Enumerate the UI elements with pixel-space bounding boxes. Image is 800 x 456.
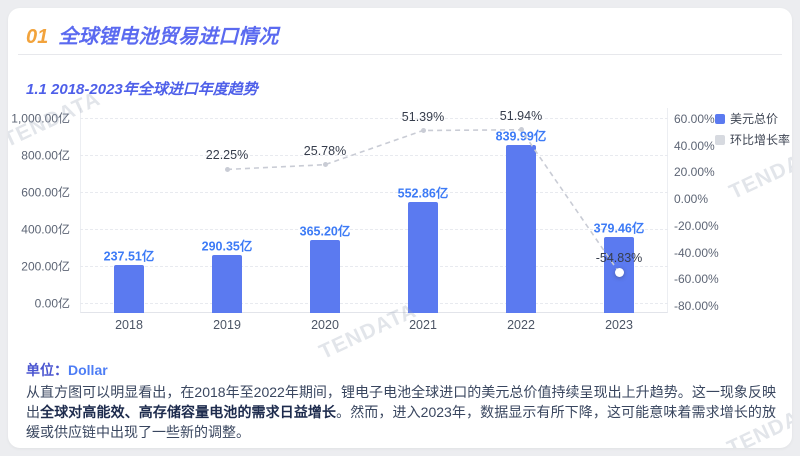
unit-line: 单位：Dollar — [26, 360, 108, 380]
x-axis-label-2021: 2021 — [409, 318, 437, 332]
x-axis-label-2018: 2018 — [115, 318, 143, 332]
gridline — [80, 118, 668, 119]
legend-item-growth-rate[interactable]: 环比增长率 — [714, 131, 790, 148]
y-axis-tick-label: 600.00亿 — [21, 185, 70, 200]
chart-subtitle: 1.1 2018-2023年全球进口年度趋势 — [26, 81, 258, 98]
growth-point-2023 — [614, 267, 624, 277]
paragraph-bold: 全球对高能效、高存储容量电池的需求日益增长 — [40, 404, 337, 420]
bar-2018 — [114, 265, 144, 313]
growth-value-label: 51.94% — [499, 108, 543, 123]
legend-label: 美元总价 — [729, 112, 778, 126]
legend-item-usd-total[interactable]: 美元总价 — [714, 110, 790, 127]
bar-value-label: 237.51亿 — [103, 249, 155, 264]
y-axis-tick-label: 1,000.00亿 — [11, 111, 70, 126]
legend-swatch — [714, 113, 725, 124]
secondary-axis-tick-label: -80.00% — [674, 298, 719, 313]
import-trend-chart: 美元总价环比增长率 1,000.00亿 800.00亿 600.00亿 400.00亿… — [8, 8, 792, 348]
bar-value-label: 365.20亿 — [299, 224, 351, 239]
bar-2020 — [310, 239, 340, 313]
legend-label: 环比增长率 — [729, 133, 790, 147]
bar-value-label: 379.46亿 — [593, 221, 645, 236]
bar-2021 — [408, 202, 438, 313]
secondary-axis-tick-label: -60.00% — [674, 272, 719, 287]
growth-value-label: 22.25% — [205, 148, 249, 163]
secondary-axis-tick-label: 60.00% — [674, 112, 715, 126]
paragraph-text-1: 从直方图可以明显看出，在2018年至2022年期间，锂电子电池全球进口的美元总价… — [26, 384, 776, 420]
gridline — [80, 303, 668, 304]
chart-legend: 美元总价 环比增长率 — [714, 110, 790, 148]
secondary-axis-tick-label: 20.00% — [674, 165, 715, 180]
title-divider — [18, 54, 782, 55]
growth-point-2020 — [322, 162, 328, 168]
growth-point-2019 — [224, 166, 230, 172]
bar-2019 — [212, 254, 242, 313]
bar-2022 — [506, 144, 536, 313]
section-title: 全球锂电池贸易进口情况 — [58, 26, 279, 48]
report-card: 01 全球锂电池贸易进口情况 1.1 2018-2023年全球进口年度趋势 美元总… — [8, 8, 792, 448]
growth-value-label: 51.39% — [401, 109, 445, 124]
plot-area-border — [80, 108, 668, 313]
gridline — [80, 155, 668, 156]
growth-point-2021 — [420, 128, 426, 133]
x-axis-label-2022: 2022 — [507, 318, 535, 332]
bar-value-label: 290.35亿 — [201, 239, 253, 254]
secondary-axis-tick-label: -40.00% — [674, 245, 719, 260]
paragraph-text-2: 。然而，进入2023年，数据显示有所下降，这可能意味着需求增长的放缓或供应链中出… — [26, 404, 777, 440]
page-title: 01 全球锂电池贸易进口情况 — [26, 20, 278, 49]
x-axis-label-2020: 2020 — [311, 318, 339, 332]
growth-point-2022 — [518, 127, 524, 133]
gridline — [80, 266, 668, 267]
y-axis-tick-label: 0.00亿 — [34, 296, 70, 311]
y-axis-tick-label: 200.00亿 — [21, 259, 70, 274]
legend-swatch — [714, 134, 725, 145]
unit-label: 单位： — [26, 362, 68, 378]
secondary-axis-tick-label: 0.00% — [674, 192, 709, 207]
growth-value-label: 25.78% — [303, 143, 347, 158]
growth-trend-line — [226, 128, 620, 273]
growth-value-label: -54.83% — [595, 251, 643, 266]
gridline — [80, 192, 668, 193]
analysis-paragraph: 从直方图可以明显看出，在2018年至2022年期间，锂电子电池全球进口的美元总价… — [26, 382, 776, 442]
bar-value-label: 839.99亿 — [495, 129, 547, 144]
x-axis-label-2023: 2023 — [605, 318, 633, 332]
y-axis-tick-label: 400.00亿 — [21, 222, 70, 237]
secondary-axis-tick-label: 40.00% — [674, 138, 715, 153]
x-axis-label-2019: 2019 — [213, 318, 241, 332]
unit-value: Dollar — [68, 362, 108, 378]
gridline — [80, 229, 668, 230]
section-number: 01 — [26, 26, 49, 48]
y-axis-tick-label: 800.00亿 — [21, 148, 70, 163]
bar-value-label: 552.86亿 — [397, 186, 449, 201]
secondary-axis-tick-label: -20.00% — [674, 218, 719, 233]
